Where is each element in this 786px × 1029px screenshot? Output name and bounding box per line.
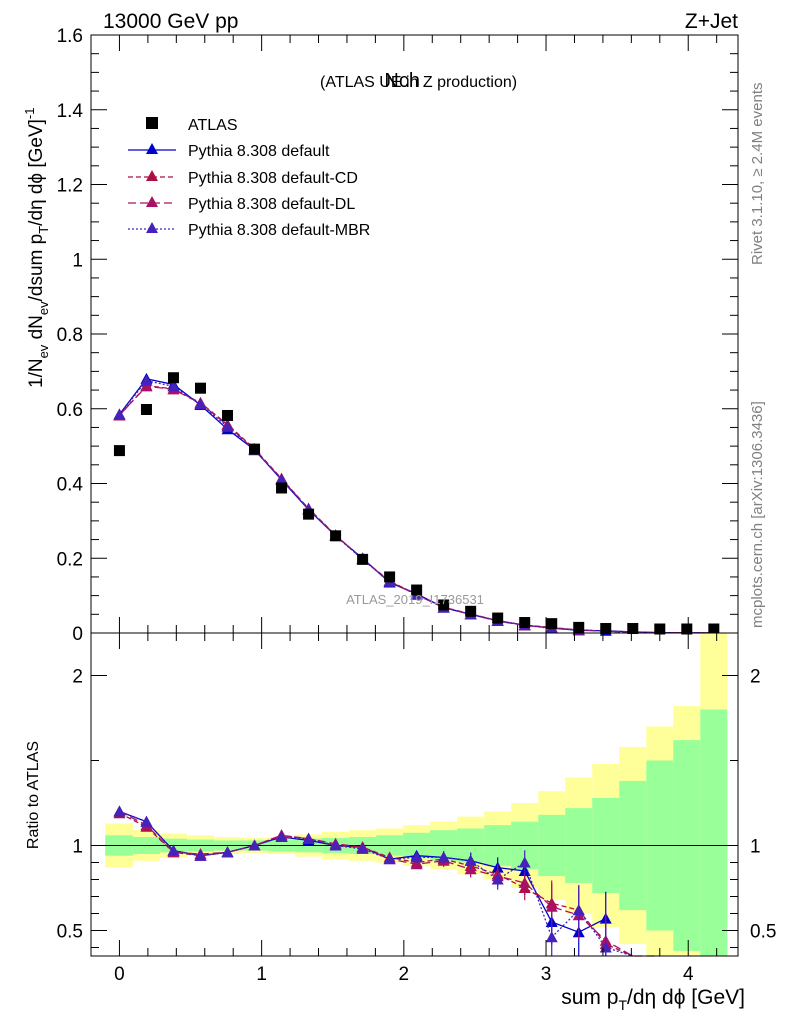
atlas-data-point: [140, 403, 152, 415]
atlas-data-point: [222, 409, 234, 421]
atlas-data-point: [303, 508, 315, 520]
ratio-series-point: [410, 858, 423, 870]
atlas-data-point: [708, 623, 720, 635]
atlas-data-point: [167, 372, 179, 384]
main-series-point: [140, 380, 153, 392]
ratio-y-tick-label-right: 1: [750, 837, 761, 858]
ratio-stat-uncertainty-band: [700, 709, 728, 956]
ratio-series-point: [302, 832, 315, 844]
ratio-y-tick-label-left: 2: [72, 667, 83, 688]
x-tick-label: 3: [541, 964, 552, 985]
main-y-tick-label: 0: [72, 624, 83, 645]
atlas-data-point: [194, 382, 206, 394]
atlas-data-point: [492, 612, 504, 624]
main-y-axis-label: 1/Nev dNev/dsum pT/dη dϕ [GeV]-1: [22, 108, 51, 389]
atlas-data-point: [384, 571, 396, 583]
atlas-data-point: [249, 443, 261, 455]
main-y-tick-label: 1.6: [57, 26, 83, 47]
ratio-series-point: [275, 831, 288, 842]
legend-label-dl: Pythia 8.308 default-DL: [188, 196, 355, 213]
main-series-point: [275, 473, 288, 485]
ratio-series-point: [518, 876, 531, 888]
atlas-data-point: [411, 584, 423, 596]
main-y-tick-label: 0.2: [57, 549, 83, 570]
legend-marker-atlas: [146, 117, 158, 129]
analysis-watermark: ATLAS_2019_I1736531: [346, 592, 484, 607]
ratio-plot-panel: 0 1 2 3 4 0.5 0.5 1 1 2 2 Ratio to ATLAS: [25, 632, 776, 985]
ratio-series-point: [248, 839, 261, 851]
header-left: 13000 GeV pp: [103, 10, 238, 33]
atlas-data-point: [330, 530, 342, 542]
legend-label-mbr: Pythia 8.308 default-MBR: [188, 222, 370, 239]
main-y-tick-label: 1: [72, 250, 83, 271]
ratio-series-point: [572, 904, 585, 916]
main-y-tick-label: 0.6: [57, 400, 83, 421]
main-series-point: [194, 398, 207, 410]
atlas-data-point: [546, 618, 558, 630]
main-series-point: [221, 420, 234, 432]
atlas-data-point: [438, 599, 450, 611]
ratio-series-point: [491, 873, 504, 885]
main-series-point: [167, 380, 180, 392]
mcplots-label: mcplots.cern.ch [arXiv:1306.3436]: [749, 401, 766, 628]
header-right: Z+Jet: [685, 10, 738, 33]
ratio-series-point: [410, 851, 423, 863]
main-y-tick-label: 1.4: [57, 101, 84, 122]
ratio-series-point: [437, 851, 450, 863]
legend-marker-default: [146, 143, 158, 154]
legend-label-default: Pythia 8.308 default: [188, 143, 330, 160]
main-series-point: [140, 374, 153, 386]
ratio-series-point: [356, 842, 369, 854]
plot-subtitle: (ATLAS UE in Z production): [320, 74, 517, 91]
atlas-data-point: [465, 605, 477, 617]
ratio-y-tick-label-right: 2: [750, 667, 761, 688]
legend-marker-mbr: [146, 222, 158, 233]
ratio-series-point: [221, 846, 234, 858]
ratio-y-tick-label-right: 0.5: [750, 922, 776, 943]
ratio-y-axis-label: Ratio to ATLAS: [25, 741, 42, 849]
legend: ATLAS Pythia 8.308 default Pythia 8.308 …: [128, 117, 370, 239]
ratio-series-point: [329, 839, 342, 851]
main-y-tick-label: 0.4: [57, 475, 84, 496]
x-tick-label: 4: [683, 964, 694, 985]
rivet-label: Rivet 3.1.10, ≥ 2.4M events: [749, 83, 766, 266]
plot-title: Nch: [384, 70, 420, 92]
legend-label-atlas: ATLAS: [188, 117, 238, 134]
ratio-y-tick-label-left: 1: [72, 837, 83, 858]
x-axis-label: sum pT/dη dϕ [GeV]: [561, 986, 745, 1013]
legend-label-cd: Pythia 8.308 default-CD: [188, 170, 358, 187]
atlas-data-point: [627, 623, 639, 635]
atlas-data-point: [113, 445, 125, 457]
ratio-series-point: [167, 844, 180, 856]
atlas-data-point: [357, 553, 369, 565]
ratio-series-point: [383, 853, 396, 865]
legend-marker-dl: [146, 196, 158, 207]
atlas-data-point: [600, 623, 612, 635]
atlas-data-point: [276, 482, 288, 494]
ratio-series-point: [545, 900, 558, 912]
x-tick-label: 2: [399, 964, 410, 985]
x-tick-label: 1: [256, 964, 267, 985]
x-tick-label: 0: [114, 964, 125, 985]
atlas-data-point: [519, 617, 531, 629]
main-y-tick-label: 1.2: [57, 176, 83, 197]
ratio-plot-frame: [90, 632, 739, 957]
ratio-y-tick-label-left: 0.5: [57, 922, 83, 943]
main-series-point: [113, 408, 126, 420]
atlas-data-point: [573, 621, 585, 633]
main-plot-panel: 0 0.2 0.4 0.6 0.8 1 1.2 1.4 1.6 Nch (ATLAS UE in…: [22, 26, 739, 645]
ratio-series-point: [545, 931, 558, 943]
ratio-series-point: [464, 854, 477, 866]
ratio-series-point: [194, 849, 207, 861]
ratio-series-point: [518, 856, 531, 868]
ratio-series-point: [140, 815, 153, 827]
ratio-series-point: [113, 805, 126, 817]
legend-marker-cd: [146, 170, 158, 181]
atlas-data-point: [681, 623, 693, 635]
ratio-series-line-3: [119, 810, 633, 957]
main-y-tick-label: 0.8: [57, 325, 83, 346]
